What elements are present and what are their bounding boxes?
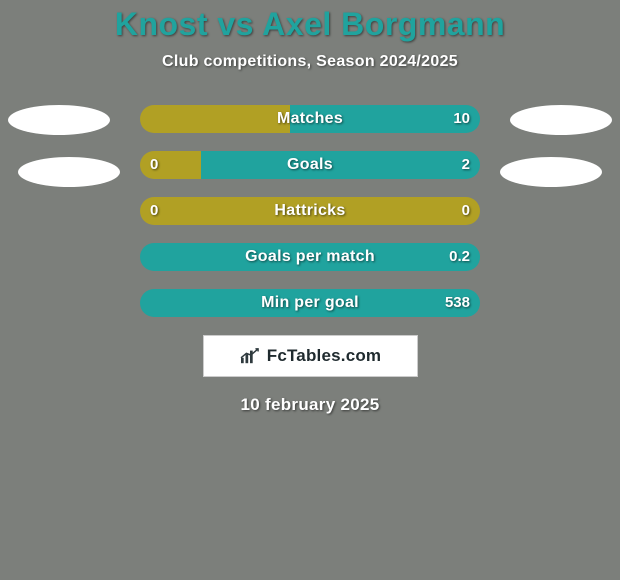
stat-bar-right-value: 0: [462, 197, 470, 225]
date-text: 10 february 2025: [0, 395, 620, 415]
player-right-ellipse-2: [500, 157, 602, 187]
stat-bar-right-value: 0.2: [449, 243, 470, 271]
stat-bar-left-value: 0: [150, 197, 158, 225]
player-left-ellipse-2: [18, 157, 120, 187]
comparison-infographic: Knost vs Axel Borgmann Club competitions…: [0, 0, 620, 580]
logo-text: FcTables.com: [267, 346, 382, 366]
subtitle: Club competitions, Season 2024/2025: [0, 53, 620, 71]
logo-box: FcTables.com: [203, 335, 418, 377]
stat-bar-right-value: 10: [453, 105, 470, 133]
chart-icon: [239, 347, 261, 365]
comparison-area: Matches10Goals02Hattricks00Goals per mat…: [0, 105, 620, 317]
stat-bar-label: Min per goal: [140, 289, 480, 317]
stat-bar: Hattricks0 0: [140, 197, 480, 225]
stat-bar-right-value: 2: [462, 151, 470, 179]
stat-bar-right-value: 538: [445, 289, 470, 317]
stat-bar-label: Hattricks: [140, 197, 480, 225]
stat-bar-label: Matches: [140, 105, 480, 133]
stat-bar: Goals0 2: [140, 151, 480, 179]
stat-bar: Matches10: [140, 105, 480, 133]
stat-bars: Matches10Goals02Hattricks00Goals per mat…: [140, 105, 480, 317]
page-title: Knost vs Axel Borgmann: [0, 6, 620, 43]
stat-bar-left-value: 0: [150, 151, 158, 179]
stat-bar: Min per goal538: [140, 289, 480, 317]
player-right-ellipse-1: [510, 105, 612, 135]
stat-bar-label: Goals: [140, 151, 480, 179]
player-left-ellipse-1: [8, 105, 110, 135]
logo: FcTables.com: [239, 346, 382, 366]
stat-bar: Goals per match0.2: [140, 243, 480, 271]
stat-bar-label: Goals per match: [140, 243, 480, 271]
